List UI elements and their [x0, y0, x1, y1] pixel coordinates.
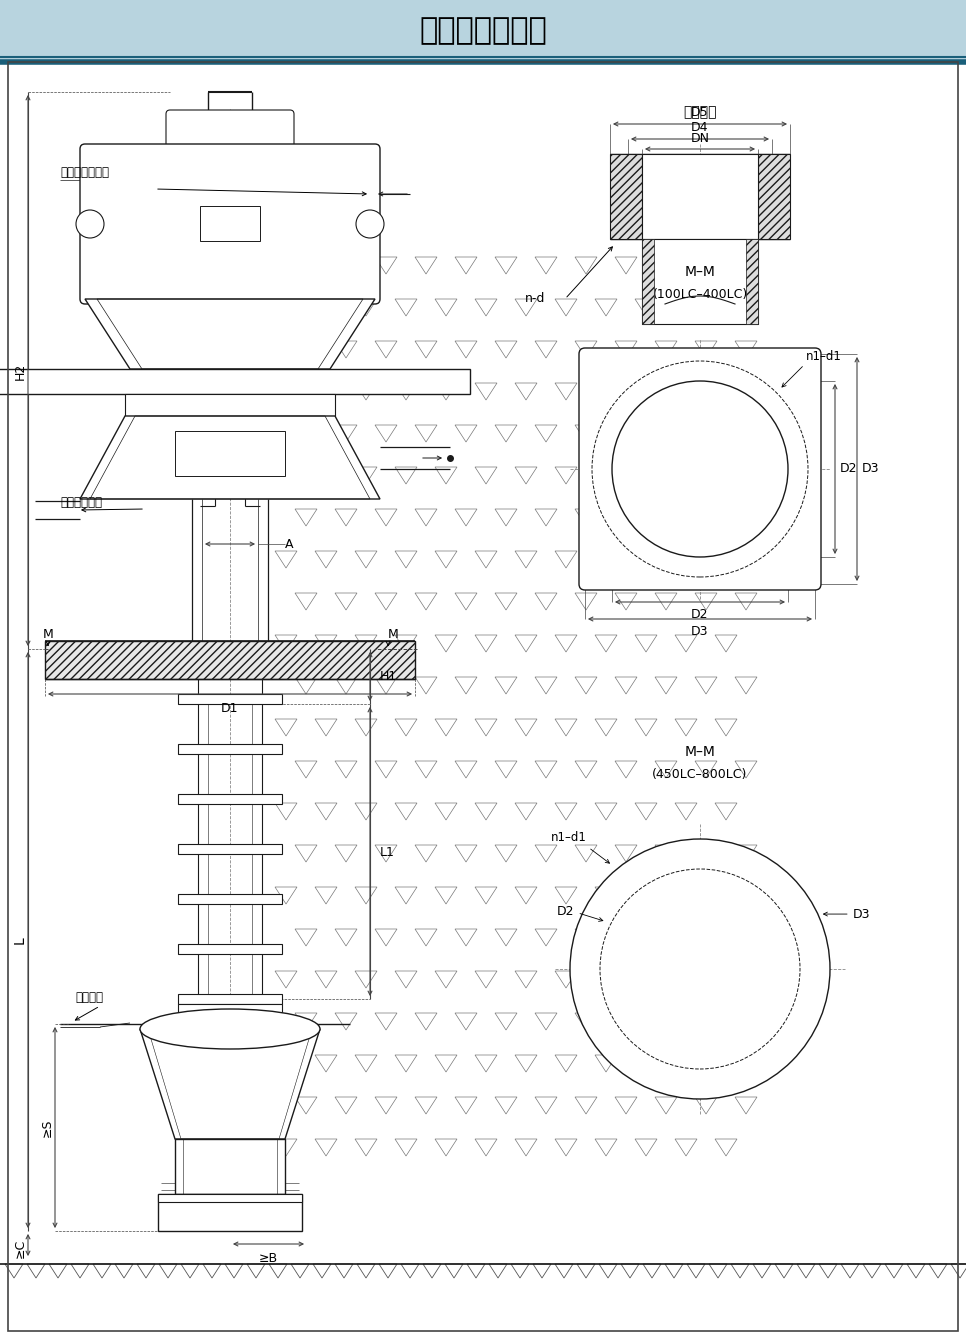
Bar — [178, 844, 282, 854]
Text: M: M — [43, 628, 53, 641]
Text: 推力轴承冷却水: 推力轴承冷却水 — [60, 166, 109, 179]
Text: 45°: 45° — [759, 479, 780, 491]
Bar — [178, 794, 282, 803]
Bar — [178, 994, 282, 1004]
Bar — [178, 894, 282, 904]
Text: 出口法兰: 出口法兰 — [683, 104, 717, 119]
Bar — [642, 154, 758, 238]
Polygon shape — [140, 1028, 320, 1139]
Text: (100LC–400LC): (100LC–400LC) — [652, 288, 748, 301]
Bar — [158, 1194, 302, 1231]
Bar — [758, 154, 790, 238]
Text: D3: D3 — [692, 625, 709, 637]
Text: n1–d1: n1–d1 — [551, 832, 586, 845]
Circle shape — [76, 210, 104, 238]
Bar — [200, 206, 260, 241]
FancyBboxPatch shape — [579, 348, 821, 590]
Bar — [178, 944, 282, 953]
Circle shape — [570, 840, 830, 1099]
Bar — [610, 154, 642, 238]
Bar — [746, 238, 758, 324]
Text: M–M: M–M — [685, 744, 716, 759]
Bar — [175, 1139, 285, 1194]
Text: D5: D5 — [692, 106, 709, 119]
Text: A: A — [285, 537, 294, 550]
Text: DN: DN — [691, 133, 709, 145]
Bar — [178, 744, 282, 754]
Text: 最低水位: 最低水位 — [75, 991, 103, 1004]
Text: ≥S: ≥S — [41, 1119, 53, 1137]
Circle shape — [612, 382, 788, 557]
Bar — [178, 1004, 282, 1019]
Bar — [0, 370, 470, 394]
Text: 导轴承润滑水: 导轴承润滑水 — [60, 495, 102, 509]
Text: D3: D3 — [853, 908, 870, 920]
FancyBboxPatch shape — [80, 145, 380, 304]
Bar — [642, 238, 758, 324]
Text: M–M: M–M — [685, 265, 716, 279]
Bar — [183, 1139, 277, 1194]
Circle shape — [356, 210, 384, 238]
Text: D2: D2 — [840, 462, 858, 475]
Text: D2: D2 — [692, 608, 709, 621]
Bar — [0, 0, 966, 62]
Bar — [175, 431, 285, 475]
Text: D3: D3 — [862, 462, 879, 475]
Text: 外形安装尺寸图: 外形安装尺寸图 — [419, 16, 547, 46]
Text: D2: D2 — [556, 905, 575, 919]
Text: (450LC–800LC): (450LC–800LC) — [652, 769, 748, 781]
Text: L1: L1 — [380, 845, 395, 858]
Polygon shape — [80, 416, 380, 499]
FancyBboxPatch shape — [166, 110, 294, 153]
Text: n1–d1: n1–d1 — [807, 349, 842, 363]
Bar — [125, 394, 335, 416]
Bar — [158, 1194, 302, 1202]
Bar — [45, 641, 415, 679]
Text: H1: H1 — [380, 671, 397, 683]
Bar — [642, 238, 654, 324]
Text: M: M — [388, 628, 399, 641]
Text: n-d: n-d — [525, 292, 545, 305]
Text: ≥B: ≥B — [259, 1252, 277, 1265]
Ellipse shape — [140, 1010, 320, 1048]
Text: H2: H2 — [14, 363, 26, 380]
Bar — [178, 694, 282, 704]
Text: L: L — [13, 936, 27, 944]
Polygon shape — [85, 299, 375, 370]
Text: D4: D4 — [692, 121, 709, 134]
Text: ≥C: ≥C — [14, 1239, 26, 1257]
Text: D1: D1 — [221, 702, 239, 715]
